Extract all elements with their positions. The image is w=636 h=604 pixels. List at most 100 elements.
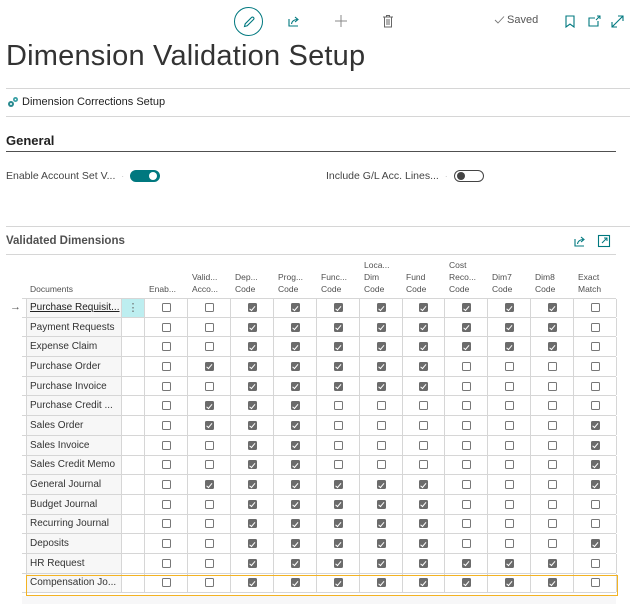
checkbox-dim8[interactable] xyxy=(547,539,557,549)
checkbox-cost[interactable] xyxy=(461,401,471,411)
checkbox-prog[interactable] xyxy=(290,558,300,568)
checkbox-cost[interactable] xyxy=(461,381,471,391)
checkbox-func[interactable] xyxy=(333,361,343,371)
checkbox-dep[interactable] xyxy=(247,460,257,470)
checkbox-enab[interactable] xyxy=(161,519,171,529)
checkbox-prog[interactable] xyxy=(290,381,300,391)
checkbox-valid[interactable] xyxy=(204,480,214,490)
checkbox-func[interactable] xyxy=(333,480,343,490)
checkbox-valid[interactable] xyxy=(204,342,214,352)
document-cell[interactable]: Expense Claim xyxy=(26,337,122,357)
document-cell[interactable]: Purchase Credit ... xyxy=(26,396,122,416)
table-row[interactable]: General Journal xyxy=(22,475,617,495)
checkbox-dim7[interactable] xyxy=(504,519,514,529)
checkbox-valid[interactable] xyxy=(204,420,214,430)
column-header-dim7[interactable]: Dim7 Code xyxy=(492,271,512,295)
document-cell[interactable]: Recurring Journal xyxy=(26,514,122,534)
checkbox-loca[interactable] xyxy=(376,420,386,430)
table-row[interactable]: Recurring Journal xyxy=(22,514,617,535)
document-cell[interactable]: Payment Requests xyxy=(26,317,122,337)
table-row[interactable]: Purchase Credit ... xyxy=(22,396,617,417)
checkbox-fund[interactable] xyxy=(418,401,428,411)
document-cell[interactable]: Budget Journal xyxy=(26,494,122,514)
table-row[interactable]: HR Request xyxy=(22,553,617,574)
checkbox-func[interactable] xyxy=(333,499,343,509)
checkbox-fund[interactable] xyxy=(418,381,428,391)
checkbox-dim8[interactable] xyxy=(547,440,557,450)
checkbox-loca[interactable] xyxy=(376,381,386,391)
checkbox-exact[interactable] xyxy=(590,499,600,509)
checkbox-enab[interactable] xyxy=(161,381,171,391)
checkbox-prog[interactable] xyxy=(290,420,300,430)
row-actions-button[interactable] xyxy=(122,475,145,494)
document-cell[interactable]: Compensation Jo... xyxy=(26,573,122,593)
document-cell[interactable]: General Journal xyxy=(26,475,122,494)
document-cell[interactable]: Sales Order xyxy=(26,416,122,435)
checkbox-prog[interactable] xyxy=(290,342,300,352)
checkbox-exact[interactable] xyxy=(590,420,600,430)
document-cell[interactable]: Deposits xyxy=(26,534,122,553)
column-header-dep[interactable]: Dep... Code xyxy=(235,271,258,295)
table-row[interactable]: Payment Requests xyxy=(22,317,617,338)
table-row[interactable]: Purchase Invoice xyxy=(22,376,617,397)
checkbox-exact[interactable] xyxy=(590,322,600,332)
column-header-fund[interactable]: Fund Code xyxy=(406,271,426,295)
checkbox-cost[interactable] xyxy=(461,558,471,568)
checkbox-func[interactable] xyxy=(333,519,343,529)
row-actions-button[interactable]: ⋮ xyxy=(122,299,145,317)
checkbox-dim8[interactable] xyxy=(547,578,557,588)
checkbox-prog[interactable] xyxy=(290,578,300,588)
row-actions-button[interactable] xyxy=(122,435,145,455)
checkbox-dim8[interactable] xyxy=(547,381,557,391)
checkbox-dep[interactable] xyxy=(247,539,257,549)
table-row[interactable]: Sales Invoice xyxy=(22,435,617,456)
checkbox-dim8[interactable] xyxy=(547,342,557,352)
row-actions-button[interactable] xyxy=(122,573,145,593)
checkbox-enab[interactable] xyxy=(161,342,171,352)
column-header-func[interactable]: Func... Code xyxy=(321,271,347,295)
checkbox-cost[interactable] xyxy=(461,480,471,490)
checkbox-prog[interactable] xyxy=(290,303,300,313)
checkbox-prog[interactable] xyxy=(290,322,300,332)
checkbox-dep[interactable] xyxy=(247,499,257,509)
checkbox-loca[interactable] xyxy=(376,361,386,371)
checkbox-dep[interactable] xyxy=(247,578,257,588)
checkbox-loca[interactable] xyxy=(376,342,386,352)
edit-button[interactable] xyxy=(234,7,263,36)
checkbox-enab[interactable] xyxy=(161,440,171,450)
checkbox-enab[interactable] xyxy=(161,303,171,313)
checkbox-exact[interactable] xyxy=(590,539,600,549)
checkbox-dim7[interactable] xyxy=(504,578,514,588)
checkbox-dim8[interactable] xyxy=(547,303,557,313)
checkbox-prog[interactable] xyxy=(290,361,300,371)
checkbox-loca[interactable] xyxy=(376,440,386,450)
column-header-valid[interactable]: Valid... Acco... xyxy=(192,271,218,295)
checkbox-exact[interactable] xyxy=(590,401,600,411)
checkbox-dim8[interactable] xyxy=(547,558,557,568)
row-actions-button[interactable] xyxy=(122,396,145,416)
column-header-loca[interactable]: Loca... Dim Code xyxy=(364,259,390,295)
checkbox-enab[interactable] xyxy=(161,539,171,549)
checkbox-dim7[interactable] xyxy=(504,539,514,549)
checkbox-dim8[interactable] xyxy=(547,499,557,509)
checkbox-enab[interactable] xyxy=(161,420,171,430)
checkbox-prog[interactable] xyxy=(290,460,300,470)
column-header-exact[interactable]: Exact Match xyxy=(578,271,601,295)
checkbox-func[interactable] xyxy=(333,303,343,313)
checkbox-dim7[interactable] xyxy=(504,322,514,332)
checkbox-exact[interactable] xyxy=(590,558,600,568)
checkbox-cost[interactable] xyxy=(461,539,471,549)
checkbox-dep[interactable] xyxy=(247,303,257,313)
checkbox-fund[interactable] xyxy=(418,480,428,490)
checkbox-cost[interactable] xyxy=(461,519,471,529)
expand-button[interactable] xyxy=(609,12,625,30)
table-row[interactable]: Deposits xyxy=(22,534,617,554)
checkbox-dim7[interactable] xyxy=(504,499,514,509)
row-actions-button[interactable] xyxy=(122,357,145,376)
checkbox-loca[interactable] xyxy=(376,558,386,568)
checkbox-exact[interactable] xyxy=(590,342,600,352)
column-header-prog[interactable]: Prog... Code xyxy=(278,271,303,295)
share-button[interactable] xyxy=(285,12,303,30)
row-actions-button[interactable] xyxy=(122,455,145,475)
checkbox-dep[interactable] xyxy=(247,381,257,391)
